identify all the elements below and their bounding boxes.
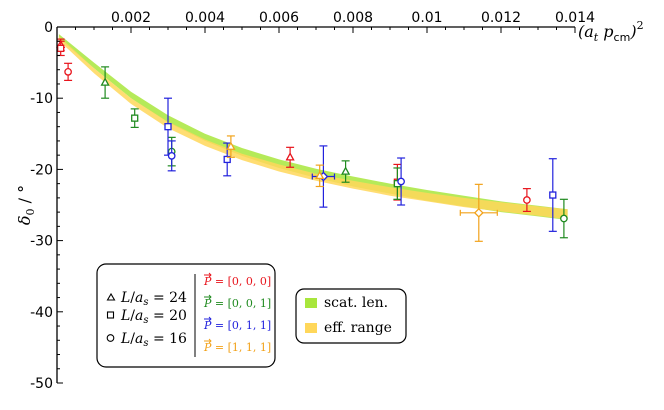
data-point-011 — [548, 158, 557, 232]
x-ticks: 0.002 0.004 0.006 0.008 0.01 0.012 0.014 — [75, 10, 595, 33]
square-marker — [549, 191, 557, 199]
circle-marker — [397, 177, 405, 186]
x-tick-label: 0.006 — [259, 10, 299, 26]
legend-l20-label: L/as = 20 — [120, 308, 187, 326]
x-tick-label: 0.004 — [185, 10, 225, 26]
x-axis-title: (at pcm)2 — [578, 19, 644, 44]
x-tick-label: 0.012 — [481, 10, 521, 26]
square-marker — [164, 123, 172, 131]
data-point-011 — [397, 157, 406, 206]
y-tick-label: -10 — [30, 91, 53, 107]
x-tick-label: 0.008 — [333, 10, 373, 26]
square-marker — [131, 114, 139, 122]
data-point-001 — [130, 108, 139, 128]
data-point-000 — [285, 146, 295, 168]
data-point-001 — [341, 160, 351, 183]
legend-frame-000: P = [0, 0, 0] — [203, 275, 271, 288]
data-point-111 — [226, 135, 236, 158]
data-point-011 — [311, 145, 336, 208]
circle-marker — [523, 196, 531, 204]
x-tick-label: 0.014 — [555, 10, 595, 26]
data-point-111 — [315, 164, 325, 188]
y-tick-label: -40 — [30, 305, 53, 321]
legend-frame-111: P = [1, 1, 1] — [203, 341, 271, 354]
y-tick-label: -20 — [30, 162, 53, 178]
y-tick-label: -30 — [30, 234, 53, 250]
triangle-marker — [341, 166, 351, 175]
legend-bands-box — [295, 288, 407, 344]
legend-eff-swatch — [305, 323, 317, 333]
legend-markers-box — [96, 263, 276, 368]
x-tick-label: 0.01 — [411, 10, 442, 26]
legend-eff-label: eff. range — [324, 320, 392, 336]
square-marker — [57, 44, 65, 53]
vector-arrow-icon — [204, 338, 212, 344]
legend-bands: scat. len. eff. range — [295, 288, 407, 344]
vector-arrow-icon — [204, 272, 212, 278]
y-tick-label: 0 — [44, 20, 53, 36]
data-point-011 — [164, 97, 172, 156]
vector-arrow-icon — [204, 294, 212, 300]
legend-triangle-icon — [106, 292, 116, 301]
legend-frame-011: P = [0, 1, 1] — [203, 319, 271, 332]
legend-scat-label: scat. len. — [324, 295, 388, 311]
vector-arrow-icon — [204, 316, 212, 322]
x-tick-label: 0.002 — [111, 10, 151, 26]
data-point-000 — [64, 62, 73, 82]
data-point-000 — [522, 188, 531, 213]
triangle-marker — [226, 141, 236, 150]
circle-marker — [64, 68, 72, 76]
circle-marker — [167, 152, 176, 160]
y-tick-label: -50 — [30, 376, 53, 392]
data-point-111 — [459, 183, 498, 242]
points-layer — [56, 38, 568, 242]
legend-l24-label: L/as = 24 — [120, 290, 187, 308]
data-point-001 — [559, 198, 568, 239]
diamond-marker — [473, 207, 484, 218]
triangle-marker — [100, 77, 110, 86]
legend-markers: L/as = 24 L/as = 20 L/as = 16 P = [0, 0,… — [96, 263, 276, 368]
y-ticks: 0 -10 -20 -30 -40 -50 — [30, 20, 63, 392]
legend-l16-label: L/as = 16 — [120, 331, 187, 349]
square-marker — [223, 155, 231, 164]
legend-scat-swatch — [305, 298, 317, 308]
data-point-001 — [100, 66, 110, 99]
legend-circle-icon — [106, 334, 115, 342]
legend-square-icon — [106, 311, 115, 319]
triangle-marker — [315, 170, 325, 180]
legend-frame-001: P = [0, 0, 1] — [203, 297, 271, 310]
triangle-marker — [285, 152, 295, 161]
y-axis-title: δ0 / ° — [15, 185, 37, 225]
circle-marker — [560, 214, 568, 223]
data-point-011 — [167, 140, 176, 172]
